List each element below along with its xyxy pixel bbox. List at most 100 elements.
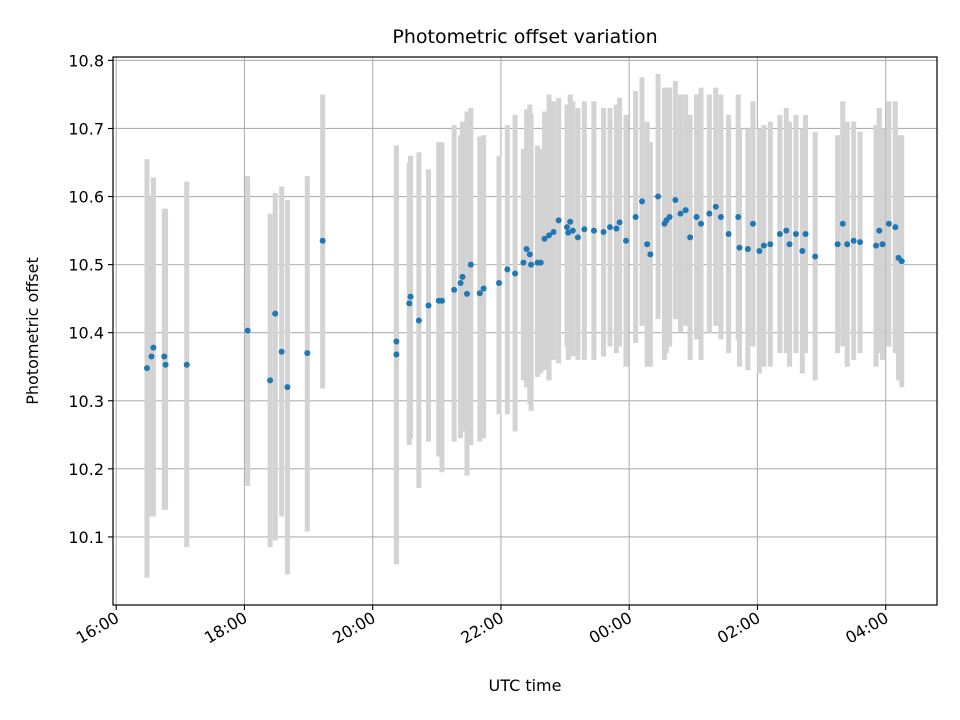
data-point <box>736 244 743 251</box>
data-point <box>644 241 651 248</box>
data-point <box>666 213 673 220</box>
data-point <box>786 241 793 248</box>
data-point <box>476 290 483 297</box>
data-point <box>698 220 705 227</box>
data-point <box>555 217 562 224</box>
data-point <box>712 203 719 210</box>
data-point <box>272 310 279 317</box>
data-point <box>148 353 155 360</box>
data-point <box>799 248 806 255</box>
data-point <box>760 242 767 249</box>
data-point <box>463 290 470 297</box>
data-point <box>616 219 623 226</box>
data-point <box>581 226 588 233</box>
data-point <box>496 280 503 287</box>
data-point <box>569 227 576 234</box>
data-point <box>528 261 535 268</box>
data-point <box>244 327 251 334</box>
data-point <box>143 365 150 372</box>
y-tick-label: 10.5 <box>68 256 104 275</box>
data-point <box>879 241 886 248</box>
data-point <box>304 350 311 357</box>
y-tick-label: 10.3 <box>68 392 104 411</box>
data-point <box>756 248 763 255</box>
data-point <box>850 237 857 244</box>
data-points <box>143 193 905 391</box>
data-point <box>655 193 662 200</box>
data-point <box>550 228 557 235</box>
data-point <box>451 286 458 293</box>
data-point <box>792 230 799 237</box>
data-point <box>844 241 851 248</box>
data-point <box>639 198 646 205</box>
data-point <box>150 344 157 351</box>
chart-title: Photometric offset variation <box>392 26 657 48</box>
data-point <box>802 230 809 237</box>
data-point <box>682 207 689 214</box>
data-point <box>783 227 790 234</box>
data-point <box>574 234 581 241</box>
data-point <box>677 210 684 217</box>
data-point <box>812 253 819 260</box>
data-point <box>161 353 168 360</box>
data-point <box>706 210 713 217</box>
data-point <box>393 338 400 345</box>
data-point <box>504 266 511 273</box>
data-point <box>725 230 732 237</box>
data-point <box>565 229 572 236</box>
data-point <box>693 213 700 220</box>
data-point <box>425 302 432 309</box>
data-point <box>776 230 783 237</box>
data-point <box>687 234 694 241</box>
data-point <box>632 213 639 220</box>
plot-frame <box>112 56 938 606</box>
data-point <box>876 227 883 234</box>
data-point <box>459 273 466 280</box>
x-axis-label: UTC time <box>489 676 562 695</box>
y-tick-label: 10.8 <box>68 51 104 70</box>
data-point <box>590 227 597 234</box>
data-point <box>600 228 607 235</box>
data-point <box>480 285 487 292</box>
data-point <box>857 239 864 246</box>
data-point <box>526 251 533 258</box>
data-point <box>749 220 756 227</box>
data-point <box>393 351 400 358</box>
data-point <box>319 237 326 244</box>
data-point <box>767 241 774 248</box>
data-point <box>523 245 530 252</box>
data-point <box>873 242 880 249</box>
data-point <box>898 258 905 265</box>
data-point <box>537 259 544 266</box>
y-tick-label: 10.2 <box>68 460 104 479</box>
data-point <box>567 218 574 225</box>
data-point <box>647 251 654 258</box>
data-point <box>267 377 274 384</box>
data-point <box>467 261 474 268</box>
data-point <box>744 245 751 252</box>
data-point <box>885 220 892 227</box>
data-point <box>613 225 620 232</box>
y-tick-label: 10.1 <box>68 528 104 547</box>
data-point <box>406 300 413 307</box>
data-point <box>415 317 422 324</box>
data-point <box>672 196 679 203</box>
data-point <box>541 235 548 242</box>
y-tick-label: 10.4 <box>68 324 104 343</box>
data-point <box>284 384 291 391</box>
data-point <box>717 213 724 220</box>
y-axis-label: Photometric offset <box>23 257 42 405</box>
data-point <box>162 361 169 368</box>
data-point <box>520 259 527 266</box>
data-point <box>512 270 519 277</box>
data-point <box>735 213 742 220</box>
data-point <box>892 224 899 231</box>
data-point <box>183 361 190 368</box>
data-point <box>407 293 414 300</box>
data-point <box>438 297 445 304</box>
data-point <box>606 224 613 231</box>
y-tick-label: 10.7 <box>68 119 104 138</box>
y-axis: 10.1 10.2 10.3 10.4 10.5 10.6 10.7 10.8 <box>68 51 113 547</box>
data-point <box>457 280 464 287</box>
